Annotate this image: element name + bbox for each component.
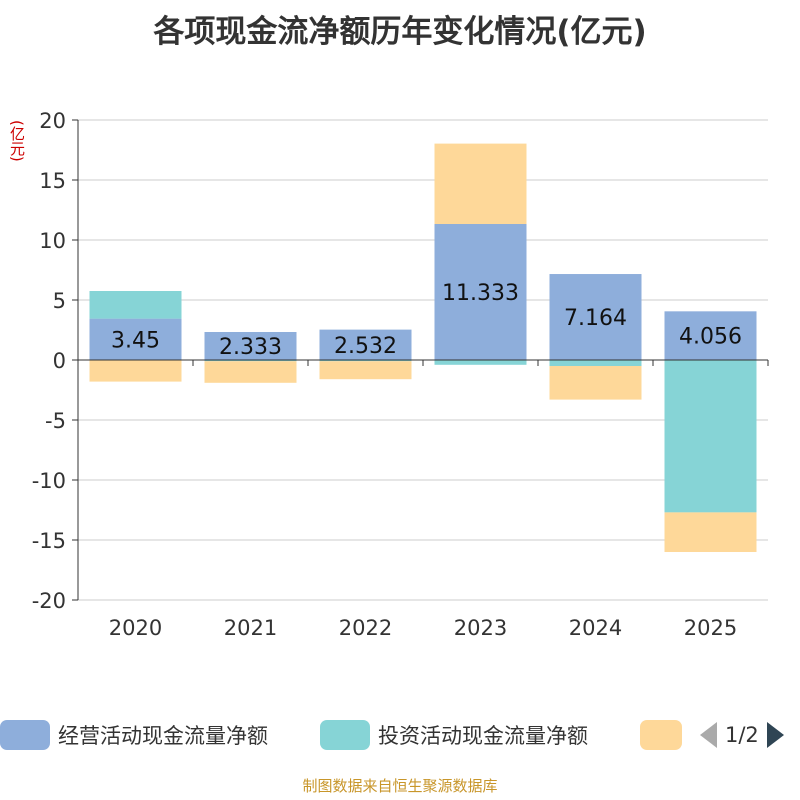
bar-2020-series-2	[89, 360, 182, 382]
legend-pager: 1/2	[700, 715, 784, 755]
data-label-2023: 11.333	[442, 281, 519, 306]
data-label-2022: 2.532	[334, 334, 397, 359]
data-label-2020: 3.45	[111, 328, 160, 353]
legend-item-financing[interactable]	[640, 715, 690, 755]
chart-title: 各项现金流净额历年变化情况(亿元)	[153, 14, 647, 50]
bar-2024-series-0	[549, 274, 642, 360]
y-tick-label: -15	[32, 529, 66, 553]
legend-swatch-operating	[0, 720, 50, 750]
y-tick-label: 15	[39, 169, 66, 193]
source-footer: 制图数据来自恒生聚源数据库	[302, 777, 498, 795]
bar-2020-series-1	[89, 291, 182, 319]
x-tick-label-2023: 2023	[454, 616, 507, 640]
x-tick-label-2022: 2022	[339, 616, 392, 640]
x-tick-label-2021: 2021	[224, 616, 277, 640]
legend-item-investing[interactable]: 投资活动现金流量净额	[320, 715, 588, 755]
legend-prev-page-icon[interactable]	[700, 722, 717, 748]
y-tick-label: -20	[32, 589, 66, 613]
y-tick-label: 20	[39, 109, 66, 133]
y-tick-label: 0	[53, 349, 66, 373]
bar-2023-series-2	[434, 143, 527, 225]
legend-item-operating[interactable]: 经营活动现金流量净额	[0, 715, 268, 755]
y-tick-label: -10	[32, 469, 66, 493]
y-axis-unit-label: (亿元)	[8, 120, 26, 162]
legend-next-page-icon[interactable]	[766, 722, 784, 748]
bar-2021-series-0	[204, 332, 297, 360]
x-tick-label-2020: 2020	[109, 616, 162, 640]
chart-area: 20 15 10 5 0 -5 -10 -15 -20 2020 2021 2022 2023 2024 2…	[32, 109, 769, 640]
data-label-2024: 7.164	[564, 306, 627, 331]
bar-2023-series-0	[434, 224, 527, 360]
legend-page-indicator: 1/2	[725, 723, 759, 747]
bar-2021-series-2	[204, 361, 297, 383]
bar-2022-series-1	[319, 360, 412, 362]
bar-2023-series-1	[434, 360, 527, 365]
bar-2024-series-1	[549, 360, 642, 366]
legend-swatch-financing	[640, 720, 682, 750]
x-tick-label-2024: 2024	[569, 616, 622, 640]
legend-label-investing: 投资活动现金流量净额	[378, 724, 588, 748]
bar-2022-series-2	[319, 361, 412, 380]
y-tick-label: 5	[53, 289, 66, 313]
legend: 经营活动现金流量净额 投资活动现金流量净额 1/2	[0, 715, 800, 755]
y-tick-label: -5	[45, 409, 66, 433]
bar-2025-series-0	[664, 311, 757, 360]
bar-2025-series-1	[664, 360, 757, 513]
legend-swatch-investing	[320, 720, 370, 750]
x-tick-label-2025: 2025	[684, 616, 737, 640]
data-label-2021: 2.333	[219, 335, 282, 360]
bar-2024-series-2	[549, 366, 642, 400]
bar-2025-series-2	[664, 512, 757, 552]
bar-2021-series-1	[204, 360, 297, 362]
data-label-2025: 4.056	[679, 325, 742, 350]
bar-2022-series-0	[319, 329, 412, 360]
bar-2020-series-0	[89, 318, 182, 360]
y-tick-label: 10	[39, 229, 66, 253]
legend-label-operating: 经营活动现金流量净额	[58, 724, 268, 748]
